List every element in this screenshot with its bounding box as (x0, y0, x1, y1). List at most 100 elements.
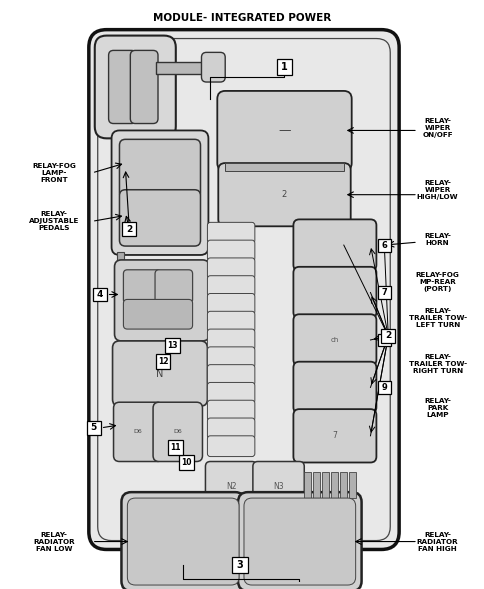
Bar (377, 286, 390, 299)
FancyBboxPatch shape (207, 365, 254, 385)
FancyBboxPatch shape (113, 402, 163, 462)
Bar (179, 455, 194, 470)
Bar (232, 557, 247, 573)
Bar (377, 239, 390, 252)
FancyBboxPatch shape (293, 315, 376, 366)
Text: 11: 11 (170, 443, 181, 452)
Text: 6: 6 (380, 240, 386, 250)
Text: 22: 22 (227, 391, 234, 395)
Text: 4: 4 (96, 290, 103, 299)
Text: RELAY-
TRAILER TOW-
RIGHT TURN: RELAY- TRAILER TOW- RIGHT TURN (408, 353, 466, 373)
Bar (165, 339, 180, 353)
FancyBboxPatch shape (243, 498, 355, 585)
FancyBboxPatch shape (207, 312, 254, 332)
Bar (348, 472, 355, 498)
FancyBboxPatch shape (207, 347, 254, 368)
FancyBboxPatch shape (252, 462, 303, 511)
Bar (377, 333, 390, 346)
Text: 20: 20 (227, 355, 234, 360)
Text: RELAY-
WIPER
ON/OFF: RELAY- WIPER ON/OFF (422, 118, 452, 138)
FancyBboxPatch shape (112, 341, 207, 406)
Text: 11: 11 (293, 537, 305, 547)
FancyBboxPatch shape (207, 258, 254, 279)
Bar (225, 163, 343, 171)
Text: RELAY-
HORN: RELAY- HORN (424, 233, 450, 246)
FancyBboxPatch shape (207, 240, 254, 261)
Text: 3: 3 (236, 560, 243, 570)
FancyBboxPatch shape (238, 492, 361, 589)
Text: N: N (156, 369, 163, 379)
Text: 12: 12 (157, 357, 168, 366)
FancyBboxPatch shape (207, 329, 254, 350)
FancyBboxPatch shape (207, 223, 254, 243)
FancyBboxPatch shape (114, 260, 209, 341)
FancyBboxPatch shape (207, 382, 254, 403)
Text: 8: 8 (380, 336, 386, 345)
Text: RELAY-FOG
LAMP-
FRONT: RELAY-FOG LAMP- FRONT (32, 163, 76, 183)
Bar (87, 421, 101, 435)
Text: D6: D6 (137, 284, 146, 289)
FancyBboxPatch shape (119, 190, 200, 246)
Text: 9: 9 (380, 383, 386, 392)
Bar (122, 223, 136, 236)
Text: RELAY-
RADIATOR
FAN HIGH: RELAY- RADIATOR FAN HIGH (416, 531, 457, 551)
Text: 7: 7 (380, 288, 386, 297)
FancyBboxPatch shape (153, 402, 202, 462)
FancyBboxPatch shape (108, 51, 136, 124)
FancyBboxPatch shape (293, 362, 376, 413)
Text: 14: 14 (227, 248, 234, 253)
Text: 2: 2 (384, 332, 391, 340)
FancyBboxPatch shape (207, 276, 254, 296)
Bar (155, 354, 170, 369)
Text: 16: 16 (227, 283, 234, 289)
Text: 15: 15 (227, 266, 234, 271)
Text: 21: 21 (227, 372, 234, 378)
FancyBboxPatch shape (89, 29, 398, 550)
Text: 1: 1 (281, 62, 287, 72)
FancyBboxPatch shape (123, 270, 161, 303)
Text: RELAY-
PARK
LAMP: RELAY- PARK LAMP (424, 398, 450, 418)
Text: D4: D4 (154, 164, 165, 174)
FancyBboxPatch shape (94, 35, 175, 138)
FancyBboxPatch shape (207, 293, 254, 315)
Bar (156, 62, 210, 74)
Text: 13: 13 (167, 342, 178, 350)
FancyBboxPatch shape (207, 401, 254, 421)
Bar (276, 59, 292, 75)
FancyBboxPatch shape (155, 270, 192, 303)
FancyBboxPatch shape (293, 219, 376, 271)
Bar (321, 472, 328, 498)
Bar (339, 472, 346, 498)
Text: 23: 23 (227, 408, 234, 413)
FancyBboxPatch shape (127, 498, 239, 585)
FancyBboxPatch shape (218, 163, 350, 226)
Text: 17: 17 (227, 302, 234, 306)
Text: —: — (278, 124, 290, 137)
FancyBboxPatch shape (121, 492, 244, 589)
FancyBboxPatch shape (293, 267, 376, 318)
Text: RELAY-
ADJUSTABLE
PEDALS: RELAY- ADJUSTABLE PEDALS (29, 211, 79, 231)
Text: RELAY-
RADIATOR
FAN LOW: RELAY- RADIATOR FAN LOW (33, 531, 75, 551)
FancyBboxPatch shape (201, 52, 225, 82)
FancyBboxPatch shape (130, 51, 158, 124)
FancyBboxPatch shape (111, 130, 208, 255)
Bar (377, 381, 390, 394)
Text: 13: 13 (227, 230, 234, 235)
Text: 19: 19 (227, 337, 234, 342)
Bar (168, 440, 183, 455)
FancyBboxPatch shape (293, 409, 376, 462)
Bar (330, 472, 337, 498)
Bar (92, 287, 106, 302)
Text: N2: N2 (176, 537, 189, 547)
Text: 18: 18 (227, 319, 234, 324)
Text: 2: 2 (126, 225, 132, 234)
Text: 27: 27 (169, 284, 178, 289)
Text: N3: N3 (272, 482, 283, 491)
FancyBboxPatch shape (119, 140, 200, 198)
Text: 5: 5 (91, 423, 97, 432)
Text: D6: D6 (134, 429, 142, 434)
FancyBboxPatch shape (217, 91, 351, 171)
Bar (380, 329, 394, 343)
Text: MODULE- INTEGRATED POWER: MODULE- INTEGRATED POWER (152, 13, 331, 23)
FancyBboxPatch shape (123, 299, 192, 329)
